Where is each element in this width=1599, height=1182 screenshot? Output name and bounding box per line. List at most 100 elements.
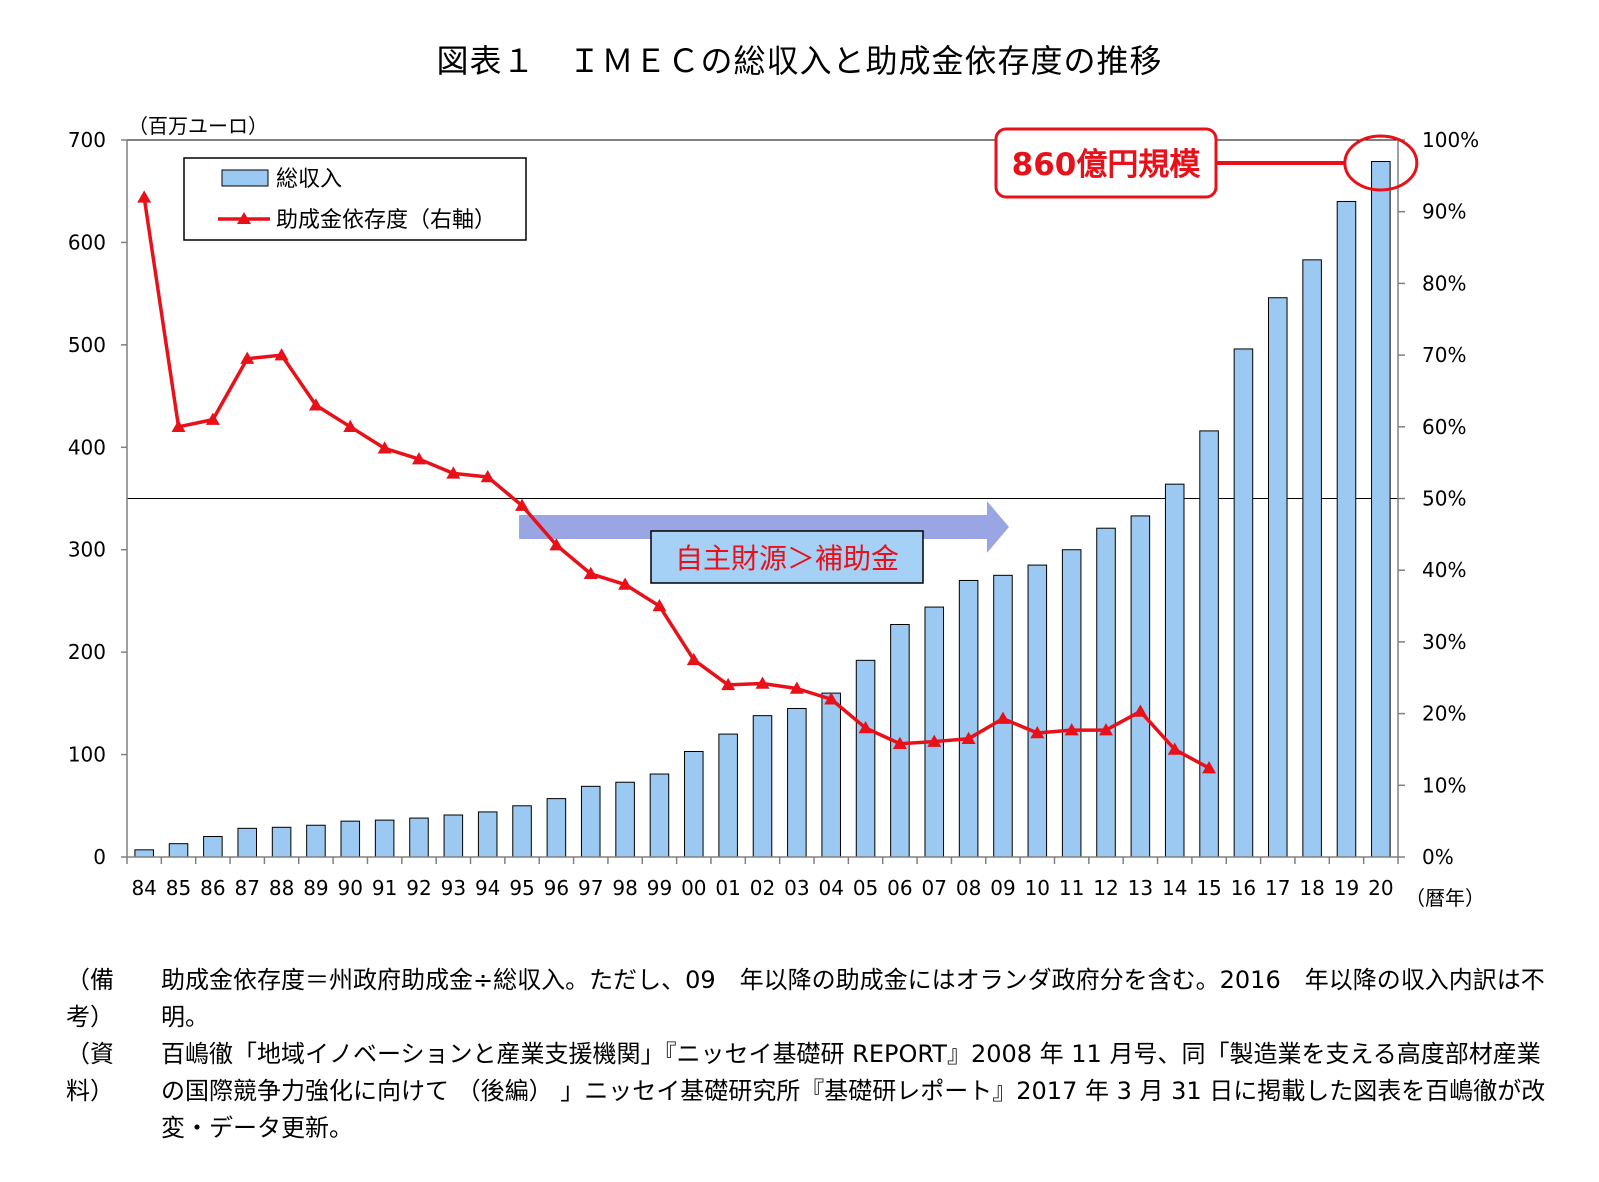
x-tick-label: 95 (509, 876, 534, 900)
bar-series (134, 161, 1391, 858)
bar-revenue (374, 819, 395, 858)
x-tick-label: 05 (853, 876, 878, 900)
bar-revenue (1061, 549, 1082, 858)
source-text: 百嶋徹「地域イノベーションと産業支援機関」『ニッセイ基礎研 REPORT』200… (161, 1040, 1546, 1142)
right-tick-label: 60% (1422, 415, 1466, 439)
bar-revenue (718, 733, 738, 858)
bar-revenue (821, 692, 841, 858)
line-marker-triangle (240, 351, 255, 364)
line-marker-triangle (583, 566, 598, 580)
line-marker-triangle (858, 720, 873, 734)
line-subsidy-dependency (142, 197, 1210, 770)
shift-label-text: 自主財源＞補助金 (675, 542, 899, 575)
bar-revenue (924, 606, 945, 858)
right-tick-label: 50% (1422, 487, 1466, 511)
x-tick-label: 20 (1368, 876, 1393, 900)
line-series (137, 190, 1217, 774)
bar-revenue (580, 785, 601, 858)
legend-label-bar: 総収入 (276, 167, 342, 192)
x-tick-label: 98 (612, 876, 637, 900)
remarks-label: （備考） (66, 966, 114, 1031)
x-tick-label: 12 (1093, 876, 1118, 900)
legend-swatch-bar (221, 169, 269, 187)
left-tick-label: 300 (68, 538, 106, 562)
bar-revenue (203, 836, 223, 858)
bar-revenue (855, 659, 876, 858)
x-tick-label: 17 (1265, 876, 1290, 900)
x-tick-label: 86 (200, 876, 225, 900)
bar-revenue (1267, 297, 1288, 858)
line-marker-triangle (1064, 723, 1079, 736)
x-tick-label: 13 (1128, 876, 1153, 900)
bar-revenue (1233, 348, 1254, 858)
line-marker-triangle (721, 677, 736, 691)
left-tick-label: 200 (68, 640, 106, 664)
left-tick-label: 400 (68, 435, 106, 459)
annotation-layer (519, 501, 1009, 553)
x-tick-label: 04 (818, 876, 843, 900)
x-tick-label: 18 (1299, 876, 1324, 900)
line-marker-triangle (995, 711, 1010, 724)
legend-label-line: 助成金依存度（右軸） (276, 208, 496, 233)
x-tick-label: 88 (269, 876, 294, 900)
scale-label-text: 860億円規模 (1012, 147, 1201, 183)
right-tick-label: 100% (1422, 128, 1479, 152)
line-marker-triangle (686, 652, 701, 666)
x-axis-unit: （暦年） (1405, 886, 1485, 910)
x-tick-label: 14 (1162, 876, 1187, 900)
x-tick-label: 15 (1196, 876, 1221, 900)
line-marker-triangle (927, 734, 942, 747)
x-tick-label: 97 (578, 876, 603, 900)
left-tick-label: 500 (68, 333, 106, 357)
line-marker-triangle (274, 348, 289, 361)
x-tick-label: 02 (750, 876, 775, 900)
line-marker-triangle (137, 190, 152, 203)
bar-revenue (306, 824, 326, 858)
scale-label-box (994, 127, 1218, 199)
x-tick-label: 10 (1025, 876, 1050, 900)
right-tick-label: 10% (1422, 773, 1466, 797)
line-marker-triangle (171, 419, 186, 433)
line-marker-triangle (824, 692, 839, 705)
bar-revenue (615, 781, 635, 858)
x-tick-label: 93 (441, 876, 466, 900)
x-tick-label: 06 (887, 876, 912, 900)
bar-revenue (1371, 161, 1391, 858)
bar-revenue (1130, 515, 1151, 858)
left-tick-label: 600 (68, 230, 106, 254)
x-tick-label: 19 (1334, 876, 1359, 900)
bar-revenue (168, 843, 189, 858)
bar-revenue (684, 750, 704, 858)
x-tick-label: 90 (338, 876, 363, 900)
x-tick-label: 08 (956, 876, 981, 900)
x-tick-label: 01 (715, 876, 740, 900)
line-marker-triangle (1167, 742, 1182, 755)
chart-plot: 0100200300400500600700（百万ユーロ）0%10%20%30%… (68, 114, 1485, 910)
line-marker-triangle (205, 412, 220, 425)
right-tick-label: 20% (1422, 702, 1466, 726)
left-tick-label: 100 (68, 743, 106, 767)
left-tick-label: 0 (93, 845, 106, 869)
source-label: （資料） (66, 1040, 114, 1105)
x-tick-label: 91 (372, 876, 397, 900)
line-marker-triangle (892, 736, 907, 749)
x-tick-label: 16 (1231, 876, 1256, 900)
x-tick-label: 99 (647, 876, 672, 900)
left-axis-unit: （百万ユーロ） (128, 114, 268, 138)
shift-label-box (650, 530, 924, 584)
line-marker-triangle (961, 731, 976, 744)
x-tick-label: 84 (131, 876, 156, 900)
line-marker-triangle (411, 452, 426, 465)
left-tick-label: 700 (68, 128, 106, 152)
bar-revenue (649, 773, 670, 858)
bar-revenue (1096, 527, 1116, 858)
right-tick-label: 40% (1422, 558, 1466, 582)
line-marker-triangle (343, 419, 358, 433)
right-tick-label: 80% (1422, 271, 1466, 295)
line-marker-triangle (755, 676, 770, 689)
x-tick-label: 11 (1059, 876, 1084, 900)
line-marker-triangle (377, 441, 392, 454)
bar-revenue (443, 814, 464, 858)
x-tick-label: 94 (475, 876, 500, 900)
